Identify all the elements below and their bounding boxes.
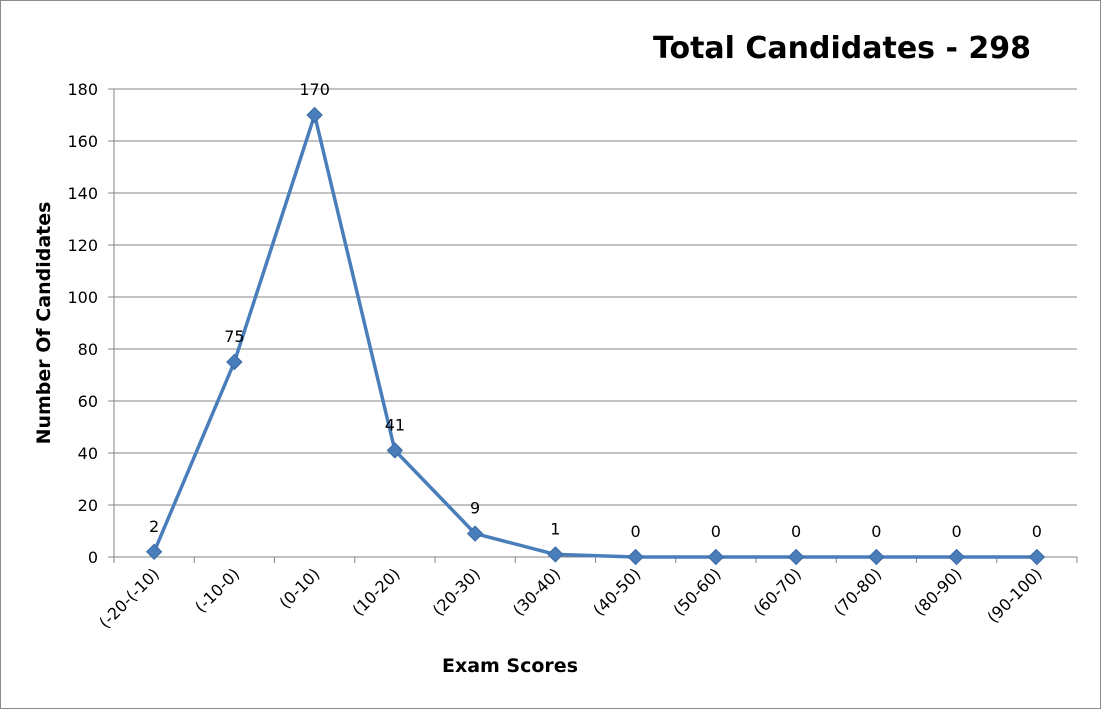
data-labels: 2 75 170 41 9 1 0 0 0 0 0 0 xyxy=(149,80,1042,541)
x-tick-label: (-10-0) xyxy=(191,564,243,616)
data-label: 170 xyxy=(299,80,330,99)
y-tick-label: 0 xyxy=(88,548,98,567)
x-axis-title: Exam Scores xyxy=(442,655,578,677)
y-tick-label: 80 xyxy=(78,340,98,359)
series-line-path xyxy=(152,113,1037,559)
data-point-marker xyxy=(707,548,725,566)
x-tick-label: (60-70) xyxy=(750,564,805,619)
data-label: 0 xyxy=(871,522,881,541)
y-tick-label: 160 xyxy=(67,132,98,151)
y-tick-label: 180 xyxy=(67,80,98,99)
data-point-marker xyxy=(787,548,805,566)
x-tick-label: (70-80) xyxy=(830,564,885,619)
data-label: 0 xyxy=(952,522,962,541)
data-point-marker xyxy=(386,442,404,459)
y-tick-label: 40 xyxy=(78,444,98,463)
y-tick-label: 120 xyxy=(67,236,98,255)
y-tick-label: 60 xyxy=(78,392,98,411)
x-tick-label: (80-90) xyxy=(910,564,965,619)
x-axis-ticks: (-20-(-10) (-10-0) (0-10) (10-20) (20-30) (30… xyxy=(95,557,1078,632)
y-axis-ticks: 0 20 40 60 80 100 120 140 160 180 xyxy=(67,80,114,567)
x-tick-label: (90-100) xyxy=(983,564,1045,626)
y-tick-label: 20 xyxy=(78,496,98,515)
gridlines xyxy=(114,88,1077,558)
data-label: 1 xyxy=(550,519,560,538)
data-label: 2 xyxy=(149,517,159,536)
x-tick-label: (40-50) xyxy=(589,564,644,619)
data-point-marker xyxy=(226,353,243,371)
x-tick-label: (-20-(-10) xyxy=(95,564,163,632)
data-point-marker xyxy=(145,543,163,561)
data-point-marker xyxy=(868,548,885,566)
x-tick-label: (30-40) xyxy=(509,564,564,619)
x-tick-label: (20-30) xyxy=(429,564,484,619)
x-tick-label: (0-10) xyxy=(276,564,324,612)
data-label: 0 xyxy=(711,522,721,541)
x-tick-label: (50-60) xyxy=(670,564,725,619)
data-point-marker xyxy=(1028,548,1046,566)
data-label: 0 xyxy=(1032,522,1042,541)
data-point-marker xyxy=(547,546,564,563)
x-tick-label: (10-20) xyxy=(349,564,404,619)
data-label: 0 xyxy=(631,522,641,541)
data-label: 41 xyxy=(385,415,405,434)
data-point-marker xyxy=(306,106,323,124)
data-label: 9 xyxy=(470,499,480,518)
data-label: 75 xyxy=(224,327,244,346)
data-point-marker xyxy=(627,548,644,566)
chart-title: Total Candidates - 298 xyxy=(653,31,1031,66)
series-line xyxy=(145,106,1046,566)
data-point-marker xyxy=(466,525,484,542)
data-label: 0 xyxy=(791,522,801,541)
data-point-marker xyxy=(948,548,965,566)
y-axis-title: Number Of Candidates xyxy=(33,202,55,445)
y-tick-label: 140 xyxy=(67,184,98,203)
y-tick-label: 100 xyxy=(67,288,98,307)
